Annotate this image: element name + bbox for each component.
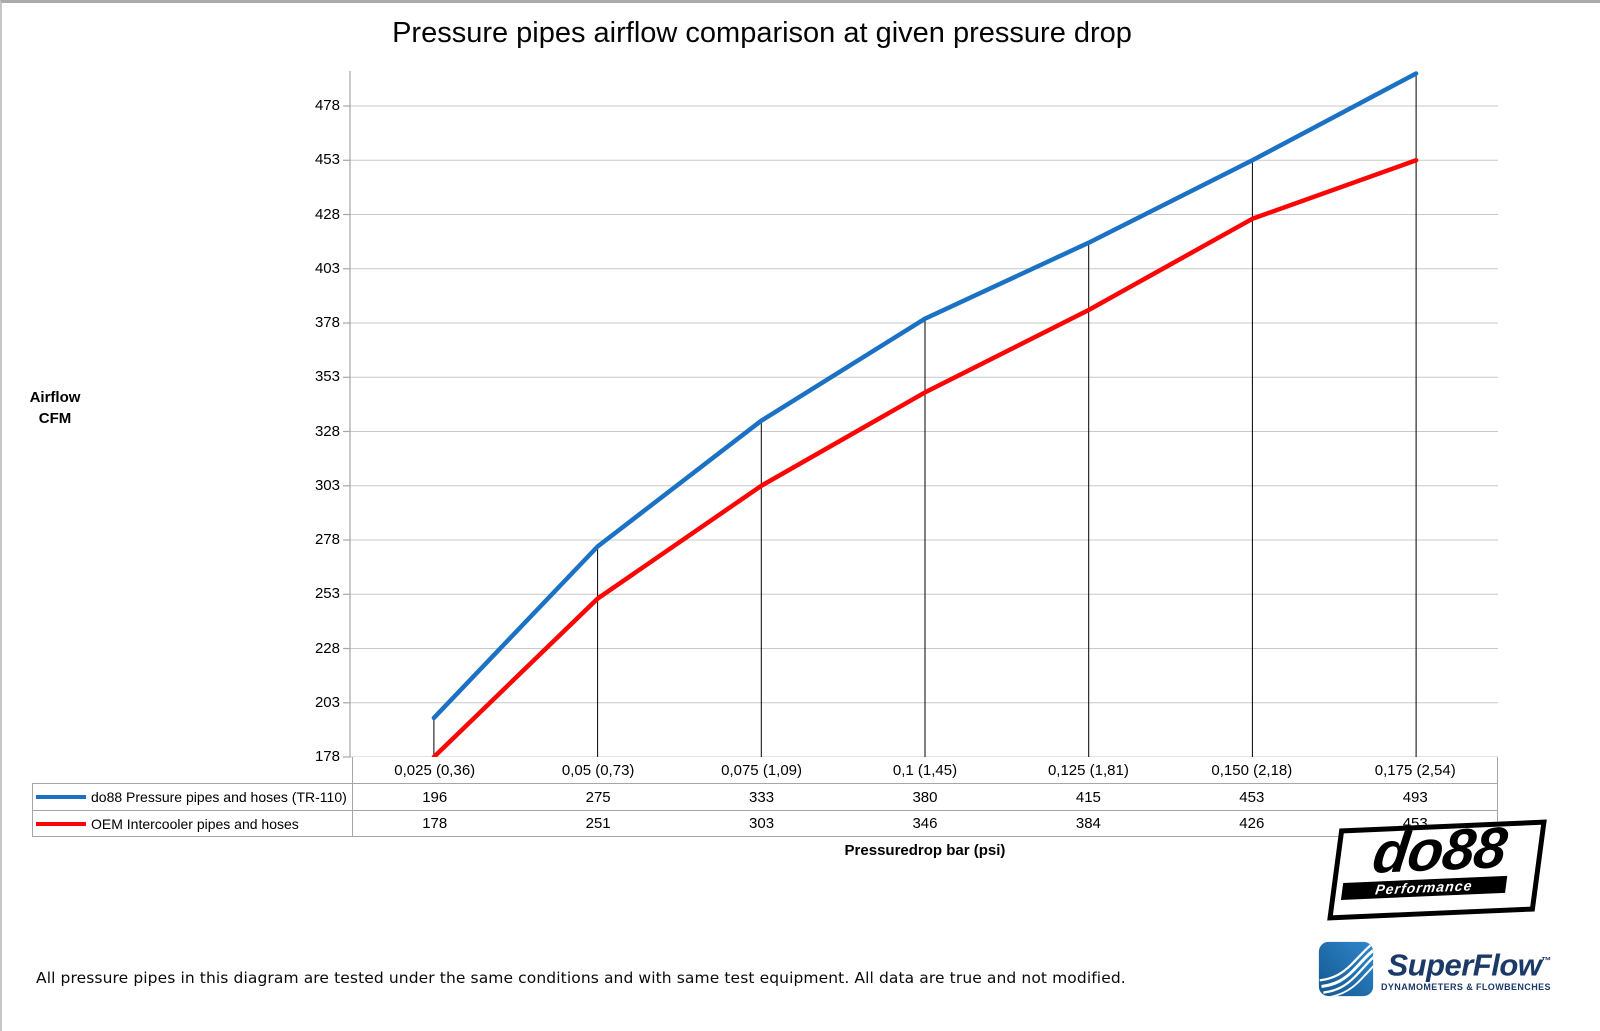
x-category-label: 0,125 (1,81) xyxy=(1047,761,1129,779)
y-axis-label-line1: Airflow xyxy=(29,389,81,406)
superflow-wordmark: SuperFlow™ xyxy=(1387,946,1551,983)
x-category-label: 0,025 (0,36) xyxy=(394,761,476,779)
series-value: 196 xyxy=(422,788,448,806)
y-tick-label: 228 xyxy=(314,640,340,657)
superflow-name: SuperFlow xyxy=(1387,947,1542,983)
x-category-label: 0,075 (1,09) xyxy=(721,761,802,779)
legend-label: OEM Intercooler pipes and hoses xyxy=(91,815,299,832)
y-tick-label: 353 xyxy=(314,368,340,385)
legend-item: do88 Pressure pipes and hoses (TR-110) xyxy=(33,784,353,810)
series-value: 346 xyxy=(912,815,938,832)
y-axis-label-line2: CFM xyxy=(38,410,72,427)
series-value: 303 xyxy=(749,815,775,832)
series-value: 415 xyxy=(1075,788,1101,806)
superflow-logo: SuperFlow™ DYNAMOMETERS & FLOWBENCHES xyxy=(1318,941,1551,997)
y-axis-label: Airflow CFM xyxy=(18,387,92,429)
superflow-trademark: ™ xyxy=(1541,956,1551,968)
y-tick-label: 278 xyxy=(314,531,340,548)
y-tick-label: 428 xyxy=(314,206,340,223)
x-axis-title: Pressuredrop bar (psi) xyxy=(844,842,1006,859)
series-value: 384 xyxy=(1075,815,1101,832)
y-tick-label: 403 xyxy=(314,260,340,277)
do88-logo-performance-band: Performance xyxy=(1338,873,1510,903)
superflow-tagline: DYNAMOMETERS & FLOWBENCHES xyxy=(1381,981,1551,992)
legend-line-swatch xyxy=(36,795,86,799)
y-tick-label: 178 xyxy=(314,748,340,765)
series-value: 493 xyxy=(1402,788,1428,806)
x-category-row: 0,025 (0,36) 0,05 (0,73) 0,075 (1,09) 0,1 (… xyxy=(352,757,1498,783)
series-value: 178 xyxy=(422,815,448,832)
series-value: 275 xyxy=(585,788,611,806)
series-line-do88 xyxy=(431,71,1419,721)
table-row-do88: do88 Pressure pipes and hoses (TR-110) 19… xyxy=(32,783,1498,810)
series-value: 453 xyxy=(1239,788,1265,806)
series-line-oem xyxy=(431,158,1419,760)
y-tick-label: 253 xyxy=(314,585,340,602)
do88-logo: do88 Performance xyxy=(1327,819,1547,921)
y-tick-label: 378 xyxy=(314,314,340,331)
x-category-label: 0,05 (0,73) xyxy=(561,761,635,779)
disclaimer-text: All pressure pipes in this diagram are t… xyxy=(36,969,1126,987)
superflow-wave-icon xyxy=(1318,941,1374,997)
y-tick-label: 303 xyxy=(314,477,340,494)
x-category-label: 0,150 (2,18) xyxy=(1211,761,1293,779)
x-category-label: 0,175 (2,54) xyxy=(1374,761,1456,779)
y-tick-label: 453 xyxy=(314,151,340,168)
series-value: 333 xyxy=(749,788,775,806)
y-tick-label: 328 xyxy=(314,423,340,440)
chart-title: Pressure pipes airflow comparison at giv… xyxy=(392,17,1132,49)
x-category-label: 0,1 (1,45) xyxy=(892,761,958,779)
do88-logo-frame: do88 Performance xyxy=(1327,819,1547,921)
table-row-oem: OEM Intercooler pipes and hoses 178 251 303… xyxy=(32,810,1498,837)
series-value: 426 xyxy=(1239,815,1265,832)
series-value: 380 xyxy=(912,788,938,806)
legend-label: do88 Pressure pipes and hoses (TR-110) xyxy=(91,789,347,805)
legend-line-swatch xyxy=(36,821,86,826)
y-tick-label: 478 xyxy=(314,97,340,114)
y-tick-label: 203 xyxy=(314,694,340,711)
series-value: 251 xyxy=(585,815,611,832)
legend-item: OEM Intercooler pipes and hoses xyxy=(33,811,353,836)
superflow-text-block: SuperFlow™ DYNAMOMETERS & FLOWBENCHES xyxy=(1381,946,1551,992)
do88-logo-text: do88 xyxy=(1369,819,1511,886)
